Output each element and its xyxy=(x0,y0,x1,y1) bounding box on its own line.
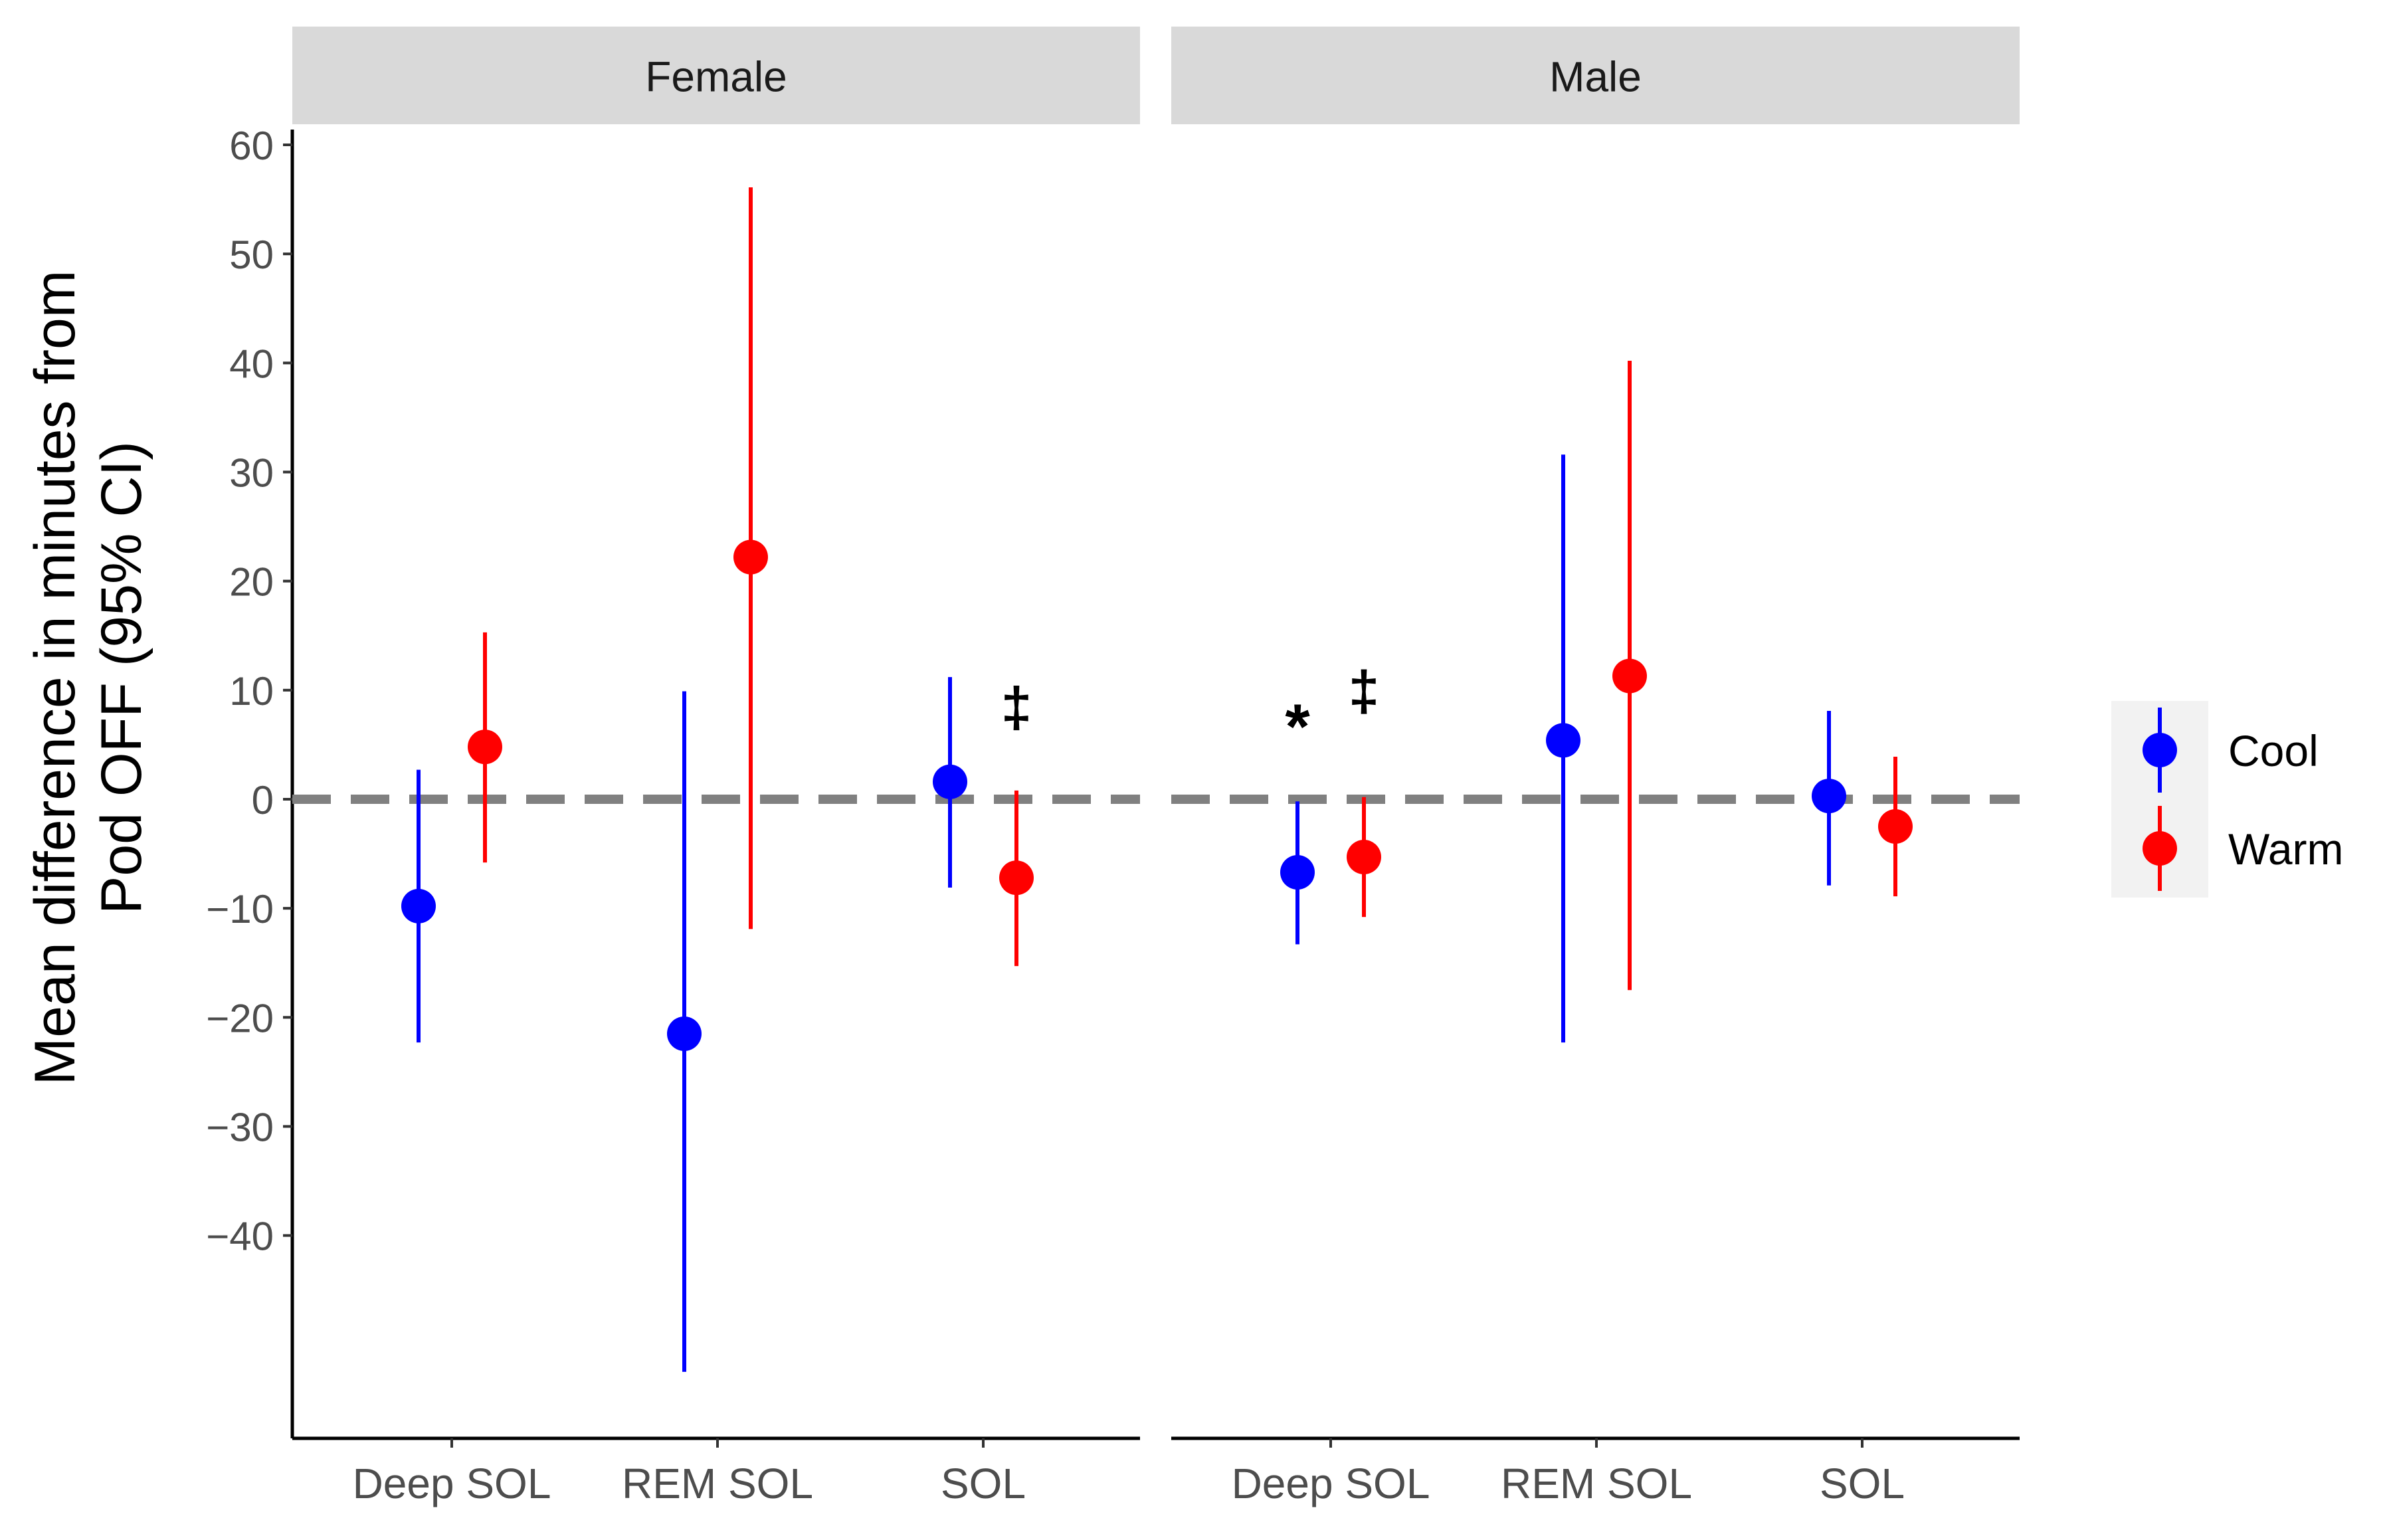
facet-strip xyxy=(292,27,1140,124)
legend-label: Warm xyxy=(2228,824,2344,874)
facet-strip-label: Female xyxy=(645,53,787,101)
legend-key-point xyxy=(2143,831,2177,866)
mean-point xyxy=(1280,854,1315,890)
y-tick-label: 20 xyxy=(229,560,274,605)
mean-point xyxy=(1812,779,1846,814)
x-tick-label: Deep SOL xyxy=(1232,1460,1430,1507)
x-tick-label: REM SOL xyxy=(622,1460,813,1507)
x-tick-label: SOL xyxy=(1820,1460,1905,1507)
y-tick-label: 50 xyxy=(229,233,274,277)
facet-strip xyxy=(1171,27,2020,124)
mean-point xyxy=(1347,840,1381,875)
legend-key-point xyxy=(2143,733,2177,767)
y-tick-label: −10 xyxy=(206,887,274,931)
y-axis-title-line2: Pod OFF (95% CI) xyxy=(90,441,153,914)
y-tick-label: 40 xyxy=(229,341,274,386)
mean-point xyxy=(1878,809,1913,844)
y-axis-title: Mean difference in minutes fromPod OFF (… xyxy=(23,270,153,1086)
y-tick-label: 0 xyxy=(252,778,274,822)
y-tick-label: 60 xyxy=(229,124,274,168)
significance-marker: ‡ xyxy=(1349,660,1380,722)
mean-point xyxy=(401,888,436,923)
x-tick-label: SOL xyxy=(941,1460,1026,1507)
significance-marker: * xyxy=(1285,692,1310,763)
significance-marker: ‡ xyxy=(1001,676,1032,738)
mean-point xyxy=(667,1016,702,1051)
y-tick-label: 10 xyxy=(229,669,274,714)
x-tick-label: Deep SOL xyxy=(353,1460,551,1507)
y-tick-label: −20 xyxy=(206,996,274,1040)
mean-point xyxy=(468,729,502,765)
x-tick-label: REM SOL xyxy=(1501,1460,1692,1507)
mean-point xyxy=(1612,658,1647,694)
y-tick-label: −40 xyxy=(206,1214,274,1259)
mean-point xyxy=(999,860,1034,896)
y-axis-title-line1: Mean difference in minutes from xyxy=(23,270,87,1086)
y-tick-label: −30 xyxy=(206,1106,274,1150)
mean-point xyxy=(933,764,967,799)
mean-point xyxy=(733,539,768,575)
legend-label: Cool xyxy=(2228,726,2319,775)
facet-strip-label: Male xyxy=(1549,53,1642,101)
mean-point xyxy=(1546,723,1580,758)
y-tick-label: 30 xyxy=(229,451,274,496)
